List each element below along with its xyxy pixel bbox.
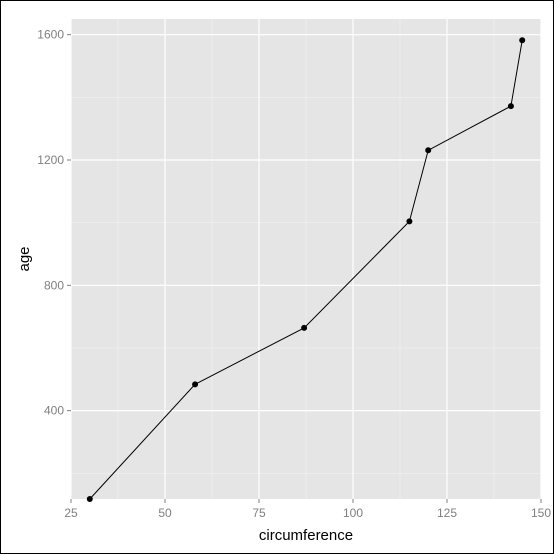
data-point xyxy=(507,103,514,110)
series-group xyxy=(86,37,526,502)
x-tick-label: 125 xyxy=(437,506,457,520)
tick-marks xyxy=(67,34,542,503)
x-tick-label: 75 xyxy=(252,506,266,520)
data-point xyxy=(406,218,413,225)
x-axis-tick-labels: 25 50 75 100 125 150 xyxy=(64,506,551,520)
x-tick-label: 150 xyxy=(531,506,551,520)
data-point xyxy=(301,324,308,331)
y-tick-label: 1200 xyxy=(37,153,64,167)
y-tick-label: 400 xyxy=(44,404,64,418)
x-axis-title: circumference xyxy=(259,527,353,544)
data-point xyxy=(519,37,526,44)
minor-gridlines xyxy=(71,19,541,499)
y-axis-tick-labels: 400 800 1200 1600 xyxy=(37,28,64,418)
x-tick-label: 25 xyxy=(64,506,78,520)
y-tick-label: 1600 xyxy=(37,28,64,42)
data-point xyxy=(86,496,93,502)
data-point xyxy=(192,381,199,388)
y-tick-label: 800 xyxy=(44,278,64,292)
y-axis-title: age xyxy=(16,246,33,271)
x-tick-label: 100 xyxy=(343,506,363,520)
major-gridlines xyxy=(70,19,542,499)
data-point xyxy=(425,147,432,154)
x-tick-label: 50 xyxy=(158,506,172,520)
